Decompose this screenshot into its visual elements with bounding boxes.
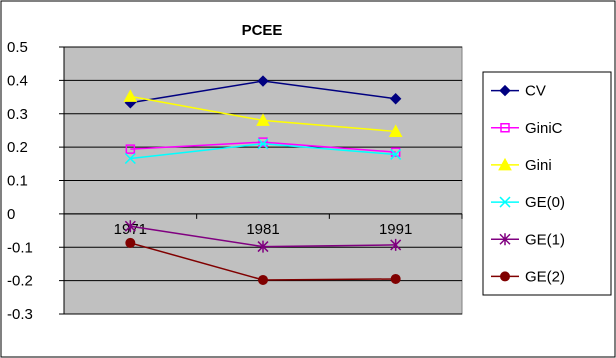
legend: CV GiniC Gini GE(0) GE(1) GE(2) <box>482 71 612 296</box>
x-tick-label-1: 1981 <box>246 221 279 238</box>
legend-marker-5 <box>500 271 510 282</box>
legend-marker-2 <box>498 157 512 171</box>
data-point-1-1 <box>258 137 268 147</box>
triangle-marker-icon <box>498 157 512 171</box>
circle-marker-icon <box>258 274 268 285</box>
x-marker-icon <box>124 152 136 165</box>
x-marker-icon <box>499 196 511 208</box>
triangle-marker-icon <box>256 113 270 126</box>
diamond-marker-icon <box>389 93 402 105</box>
data-point-4-0 <box>124 220 136 233</box>
circle-marker-icon <box>500 271 510 282</box>
data-point-3-2 <box>390 148 402 160</box>
circle-marker-icon <box>125 237 136 248</box>
legend-label-3: GE(0) <box>525 194 565 211</box>
y-tick-label-7: -0.2 <box>7 273 33 290</box>
data-point-1-2 <box>390 147 401 157</box>
y-tick-label-5: 0 <box>7 206 15 223</box>
data-point-5-1 <box>258 274 268 285</box>
data-point-1-0 <box>125 144 136 154</box>
circle-marker-icon <box>390 273 401 284</box>
data-point-2-2 <box>388 124 403 137</box>
y-tick-label-4: 0.1 <box>7 173 28 190</box>
star-marker-icon <box>124 220 136 233</box>
data-point-5-2 <box>390 273 401 284</box>
legend-label-1: GiniC <box>525 120 563 137</box>
triangle-marker-icon <box>123 89 138 102</box>
x-marker-icon <box>390 148 402 160</box>
legend-marker-3 <box>499 196 511 208</box>
data-point-0-1 <box>257 75 269 87</box>
diamond-marker-icon <box>257 75 269 87</box>
legend-marker-0 <box>499 84 511 97</box>
x-marker-icon <box>257 138 269 150</box>
y-tick-label-8: -0.3 <box>7 306 33 323</box>
legend-label-5: GE(2) <box>525 268 565 285</box>
square-marker-icon <box>500 123 510 133</box>
legend-label-0: CV <box>525 83 546 100</box>
x-tick-label-2: 1991 <box>379 221 412 238</box>
triangle-marker-icon <box>388 124 403 137</box>
legend-label-4: GE(1) <box>525 231 565 248</box>
diamond-marker-icon <box>499 84 511 97</box>
star-marker-icon <box>499 233 511 246</box>
data-point-4-2 <box>390 238 402 251</box>
y-tick-label-1: 0.4 <box>7 72 28 89</box>
data-point-2-1 <box>256 113 270 126</box>
data-point-3-1 <box>257 138 269 150</box>
legend-box <box>482 71 612 296</box>
chart-title: PCEE <box>242 22 283 39</box>
series-line-1 <box>130 141 396 153</box>
y-tick-label-3: 0.2 <box>7 139 28 156</box>
data-point-2-0 <box>123 89 138 102</box>
data-point-0-2 <box>389 93 402 105</box>
data-point-5-0 <box>125 237 136 248</box>
y-tick-label-2: 0.3 <box>7 106 28 123</box>
square-marker-icon <box>390 147 401 157</box>
star-marker-icon <box>390 238 402 251</box>
square-marker-icon <box>258 137 268 147</box>
data-point-4-1 <box>257 240 269 253</box>
data-point-3-0 <box>124 152 136 165</box>
y-tick-label-6: -0.1 <box>7 239 33 256</box>
legend-marker-4 <box>499 233 511 246</box>
y-tick-label-0: 0.5 <box>7 39 28 56</box>
star-marker-icon <box>257 240 269 253</box>
square-marker-icon <box>125 144 136 154</box>
legend-marker-1 <box>500 123 510 133</box>
legend-label-2: Gini <box>525 157 552 174</box>
